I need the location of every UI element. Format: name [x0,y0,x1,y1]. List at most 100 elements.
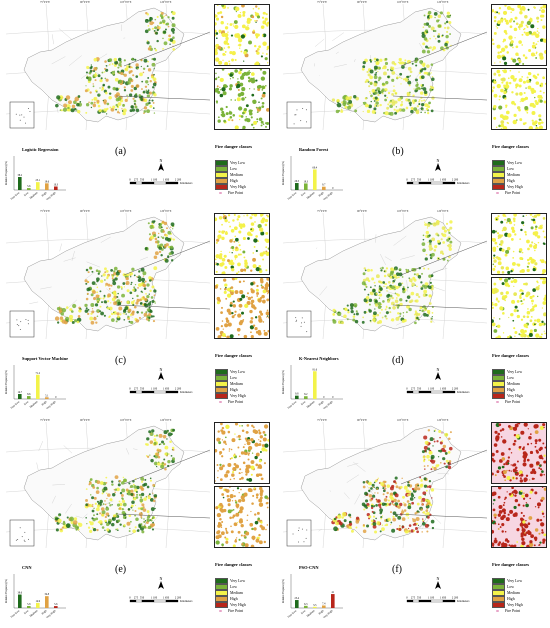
bar-value-label: 34.8 [45,593,50,596]
north-arrow-icon: N [435,576,441,590]
legend-label: Fire Point [505,191,521,195]
y-axis-label: Relative Frequency(%) [282,579,285,603]
longitude-label: 120°0'0"E [160,1,172,4]
chart-title: Random Forest [299,147,329,152]
legend-item: Low [492,374,523,382]
frequency-bar-chart: Relative Frequency(%) 14.7 Very Low 8.6 Low 7… [5,365,66,410]
legend-item: Medium [215,589,246,597]
longitude-label: 120°0'0"E [437,419,449,422]
legend-label: Fire Point [228,191,244,195]
category-tick-label: Low [301,400,307,406]
legend-item: Medium [492,171,523,179]
scale-tick-label: 0 [129,179,131,182]
y-axis-label: Relative Frequency(%) [5,161,8,185]
scale-tick-label: 1 100 [428,179,435,182]
legend-label: Very Low [230,370,246,374]
category-tick-label: High [318,400,325,406]
legend-swatch [215,577,228,585]
bar-value-label: 14.9 [36,600,41,603]
longitude-label: 105°0'0"E [397,1,409,4]
legend-label: Medium [507,382,520,386]
scale-tick-label: 275 [134,597,139,600]
china-map [283,422,487,548]
legend-swatch [215,583,228,591]
legend-item: Very Low [492,368,523,376]
legend-label: Low [230,376,237,380]
bar-value-label: 3.5 [313,604,317,607]
legend-label: Medium [230,173,243,177]
bar [313,371,317,399]
panel-letter: (e) [115,564,127,575]
panel-letter: (f) [392,564,402,575]
scale-tick-label: 1 650 [440,597,447,600]
zoom-inset-north [491,4,547,66]
y-axis-label: Relative Frequency(%) [282,161,285,185]
bar-value-label: 41 [332,591,335,594]
legend-label: Very High [507,394,523,398]
category-tick-label: Medium [29,191,39,200]
bar-value-label: 0 [323,396,325,399]
chart-title: CNN [22,565,32,570]
legend-item: Medium [492,589,523,597]
legend-title: Fire danger classes [215,144,253,149]
legend-item: Low [215,165,246,173]
china-map [6,4,210,130]
category-tick-label: Low [301,191,307,197]
zoom-inset-north [214,4,270,66]
legend-swatch [492,380,505,388]
legend-item: High [492,177,523,185]
legend: Very Low Low Medium High Very High Fire Point [492,577,523,614]
legend-title: Fire danger classes [492,353,530,358]
bar-value-label: 0 [55,396,57,399]
legend-item: Medium [215,380,246,388]
scale-tick-label: 2 200 [175,597,182,600]
longitude-label: 105°0'0"E [120,210,132,213]
legend-swatch [492,171,505,179]
bar-value-label: 19.6 [45,180,50,183]
legend-item: Medium [215,171,246,179]
category-tick-label: Low [24,191,30,197]
scale-tick-label: 2 200 [452,179,459,182]
legend-item: Low [215,374,246,382]
scale-unit: Kilometers [457,600,469,603]
scale-unit: Kilometers [457,391,469,394]
legend-item-fire-point: Fire Point [492,608,523,614]
bar-value-label: 8.6 [27,393,31,396]
legend-title: Fire danger classes [492,144,530,149]
fire-point-icon [492,400,503,404]
legend-item-fire-point: Fire Point [492,190,523,196]
legend-swatch [215,374,228,382]
legend: Very Low Low Medium High Very High Fire Point [215,368,246,405]
legend-label: Low [507,376,514,380]
panel-letter: (b) [392,146,404,157]
bar-value-label: 6.3 [304,603,308,606]
legend-item-fire-point: Fire Point [215,399,246,405]
longitude-label: 75°0'0"E [317,210,328,213]
bar [36,374,40,399]
category-tick-label: Low [301,609,307,615]
legend-label: Fire Point [505,609,521,613]
scale-tick-label: 1 650 [440,388,447,391]
legend-item-fire-point: Fire Point [492,399,523,405]
bar-value-label: 9.7 [322,184,326,187]
category-tick-label: Low [24,400,30,406]
legend-swatch [492,601,505,609]
scale-tick-label: 0 [406,597,408,600]
legend-title: Fire danger classes [215,562,253,567]
legend-item: High [215,386,246,394]
legend-item-fire-point: Fire Point [215,608,246,614]
legend-title: Fire danger classes [492,562,530,567]
legend-label: Low [507,585,514,589]
y-axis-label: Relative Frequency(%) [282,370,285,394]
bar-value-label: 9.8 [295,393,299,396]
scale-tick-label: 550 [417,179,422,182]
china-map [6,213,210,339]
legend-swatch [215,595,228,603]
longitude-label: 120°0'0"E [437,1,449,4]
legend-swatch [492,577,505,585]
bar [304,605,308,608]
legend-swatch [492,159,505,167]
category-tick-label: Very High [46,400,57,410]
category-tick-label: Very Low [10,191,20,200]
